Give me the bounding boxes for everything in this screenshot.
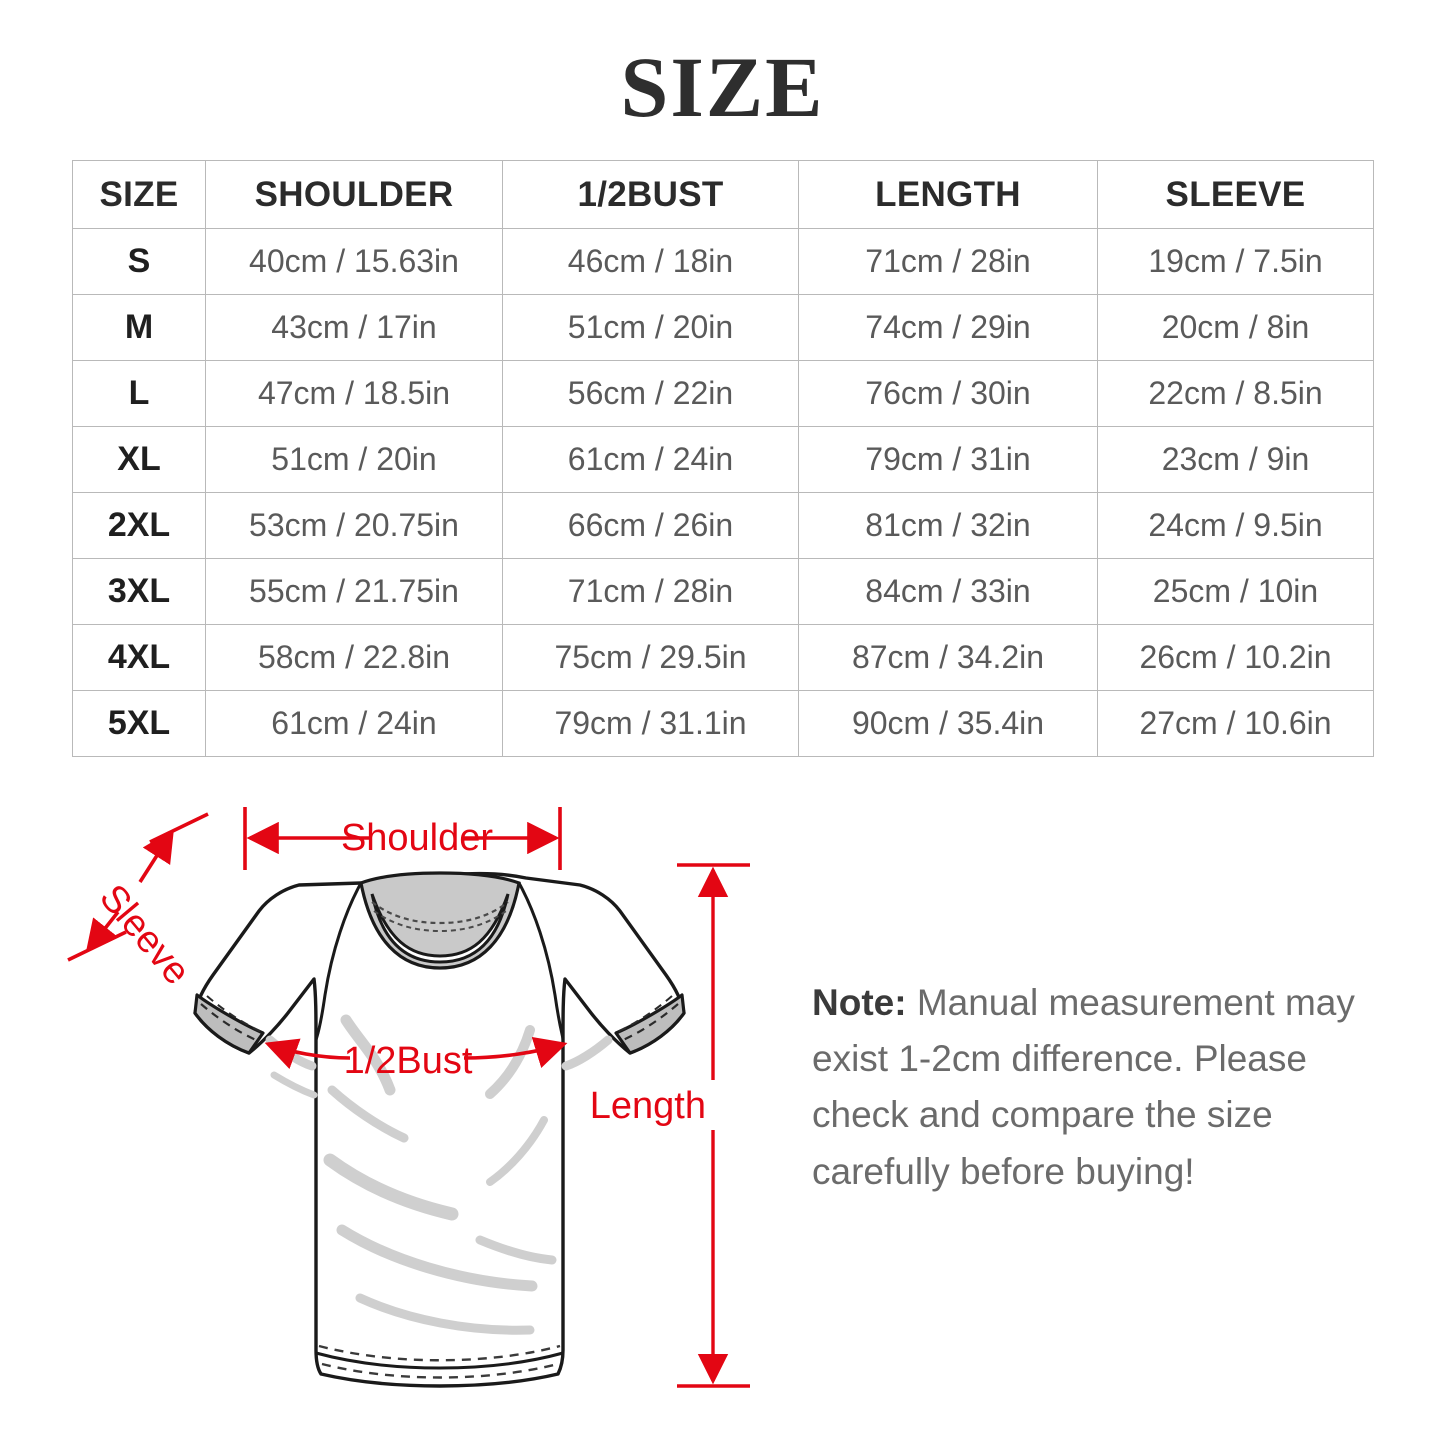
- cell-length: 76cm / 30in: [798, 360, 1098, 427]
- cell-shoulder: 47cm / 18.5in: [205, 360, 503, 427]
- cell-length: 79cm / 31in: [798, 426, 1098, 493]
- cell-shoulder: 51cm / 20in: [205, 426, 503, 493]
- cell-size: 4XL: [72, 624, 206, 691]
- column-header-shoulder: SHOULDER: [205, 160, 503, 229]
- cell-bust: 71cm / 28in: [502, 558, 799, 625]
- table-row: XL 51cm / 20in 61cm / 24in 79cm / 31in 2…: [72, 426, 1374, 493]
- cell-shoulder: 58cm / 22.8in: [205, 624, 503, 691]
- left-shoulder-seam: [314, 882, 363, 1041]
- table-row: 3XL 55cm / 21.75in 71cm / 28in 84cm / 33…: [72, 558, 1374, 625]
- right-cuff-stitch-2: [616, 995, 673, 1033]
- cell-size: 2XL: [72, 492, 206, 559]
- right-shoulder-seam: [517, 882, 565, 1041]
- left-cuff-stitch-2: [206, 995, 263, 1033]
- shoulder-measurement-annotation: Shoulder: [243, 807, 562, 870]
- column-header-sleeve: SLEEVE: [1097, 160, 1374, 229]
- bust-label: 1/2Bust: [344, 1040, 473, 1082]
- cell-length: 81cm / 32in: [798, 492, 1098, 559]
- table-row: 5XL 61cm / 24in 79cm / 31.1in 90cm / 35.…: [72, 690, 1374, 757]
- cell-size: XL: [72, 426, 206, 493]
- fabric-shading: [265, 1014, 613, 1335]
- column-header-length: LENGTH: [798, 160, 1098, 229]
- length-label: Length: [590, 1085, 706, 1127]
- column-header-size: SIZE: [72, 160, 206, 229]
- right-cuff-stitch: [622, 1003, 679, 1042]
- tshirt-illustration: [193, 871, 686, 1388]
- hem-stitch-lower: [321, 1362, 559, 1379]
- bust-measurement-annotation: 1/2Bust: [264, 1036, 568, 1082]
- note-body-text: Manual measurement may exist 1-2cm diffe…: [812, 982, 1355, 1192]
- left-cuff-stitch: [200, 1003, 257, 1042]
- note-lead-label: Note:: [812, 982, 907, 1023]
- tshirt-measurement-diagram: Shoulder Sleeve 1/2Bust: [60, 790, 790, 1430]
- cell-bust: 46cm / 18in: [502, 228, 799, 295]
- cell-bust: 56cm / 22in: [502, 360, 799, 427]
- cell-length: 90cm / 35.4in: [798, 690, 1098, 757]
- table-row: 4XL 58cm / 22.8in 75cm / 29.5in 87cm / 3…: [72, 624, 1374, 691]
- table-row: S 40cm / 15.63in 46cm / 18in 71cm / 28in…: [72, 228, 1374, 295]
- sleeve-tick-upper: [149, 812, 209, 844]
- sleeve-arrow-upper: [138, 828, 174, 883]
- collar-inner: [370, 893, 510, 964]
- cell-bust: 51cm / 20in: [502, 294, 799, 361]
- column-header-bust: 1/2BUST: [502, 160, 799, 229]
- cell-sleeve: 24cm / 9.5in: [1097, 492, 1374, 559]
- cell-bust: 75cm / 29.5in: [502, 624, 799, 691]
- measurement-note: Note: Manual measurement may exist 1-2cm…: [812, 975, 1378, 1200]
- cell-bust: 61cm / 24in: [502, 426, 799, 493]
- table-row: L 47cm / 18.5in 56cm / 22in 76cm / 30in …: [72, 360, 1374, 427]
- collar-stitch: [371, 901, 509, 925]
- cell-sleeve: 23cm / 9in: [1097, 426, 1374, 493]
- cell-size: S: [72, 228, 206, 295]
- cell-sleeve: 27cm / 10.6in: [1097, 690, 1374, 757]
- table-header-row: SIZE SHOULDER 1/2BUST LENGTH SLEEVE: [72, 160, 1374, 229]
- length-measurement-annotation: Length: [590, 863, 750, 1388]
- table-row: 2XL 53cm / 20.75in 66cm / 26in 81cm / 32…: [72, 492, 1374, 559]
- table-row: M 43cm / 17in 51cm / 20in 74cm / 29in 20…: [72, 294, 1374, 361]
- size-table: SIZE SHOULDER 1/2BUST LENGTH SLEEVE S 40…: [72, 160, 1374, 757]
- cell-bust: 79cm / 31.1in: [502, 690, 799, 757]
- hem-line: [315, 1351, 564, 1370]
- cell-shoulder: 43cm / 17in: [205, 294, 503, 361]
- cell-length: 74cm / 29in: [798, 294, 1098, 361]
- cell-shoulder: 40cm / 15.63in: [205, 228, 503, 295]
- sleeve-arrow-lower: [85, 910, 120, 953]
- shoulder-label: Shoulder: [341, 817, 493, 859]
- bust-arrow-right: [463, 1036, 568, 1068]
- bust-arrow-left: [264, 1038, 351, 1070]
- cell-size: L: [72, 360, 206, 427]
- cell-size: 5XL: [72, 690, 206, 757]
- hem-stitch-upper: [318, 1344, 561, 1362]
- cell-sleeve: 20cm / 8in: [1097, 294, 1374, 361]
- cell-size: M: [72, 294, 206, 361]
- cell-length: 84cm / 33in: [798, 558, 1098, 625]
- cell-length: 87cm / 34.2in: [798, 624, 1098, 691]
- sleeve-label: Sleeve: [91, 877, 198, 993]
- collar-stitch-2: [373, 910, 507, 933]
- cell-shoulder: 53cm / 20.75in: [205, 492, 503, 559]
- cell-size: 3XL: [72, 558, 206, 625]
- sleeve-measurement-annotation: Sleeve: [67, 812, 209, 993]
- cell-shoulder: 55cm / 21.75in: [205, 558, 503, 625]
- cell-sleeve: 26cm / 10.2in: [1097, 624, 1374, 691]
- cell-shoulder: 61cm / 24in: [205, 690, 503, 757]
- page-title: SIZE: [620, 39, 825, 135]
- cell-sleeve: 25cm / 10in: [1097, 558, 1374, 625]
- cell-sleeve: 19cm / 7.5in: [1097, 228, 1374, 295]
- cell-bust: 66cm / 26in: [502, 492, 799, 559]
- cell-length: 71cm / 28in: [798, 228, 1098, 295]
- cell-sleeve: 22cm / 8.5in: [1097, 360, 1374, 427]
